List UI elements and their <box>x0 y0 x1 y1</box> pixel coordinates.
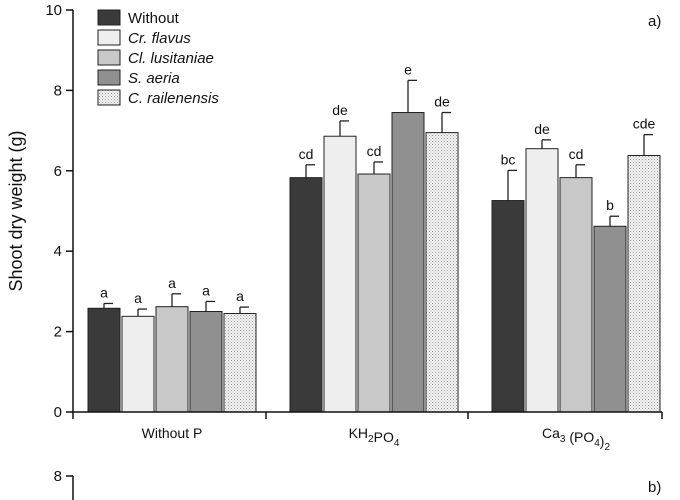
significance-label-1-1: de <box>332 102 348 118</box>
significance-label-2-4: cde <box>633 116 656 132</box>
legend: Without Cr. flavus Cl. lusitaniae S. aeria C… <box>97 9 219 107</box>
legend-swatch-1 <box>97 29 121 46</box>
significance-label-0-0: a <box>100 284 108 300</box>
category-label-0: Without P <box>142 425 203 441</box>
significance-label-2-1: de <box>534 121 550 137</box>
y-tick-label-0: 0 <box>54 404 62 421</box>
y-tick-label-1: 2 <box>54 324 62 341</box>
legend-label-4: C. railenensis <box>128 90 219 107</box>
bar-1-3 <box>391 112 425 413</box>
significance-label-0-1: a <box>134 290 142 306</box>
significance-label-1-2: cd <box>367 143 382 159</box>
legend-swatch-2 <box>97 49 121 66</box>
bar-2-3 <box>593 225 627 413</box>
significance-label-2-3: b <box>606 197 614 213</box>
bar-1-4 <box>425 132 459 413</box>
bar-0-3 <box>189 311 223 413</box>
axes-layer: 0 2 4 6 8 10 Without P KH2PO4 Ca3 (PO4)2 8 <box>45 2 663 500</box>
bar-1-1 <box>323 135 357 413</box>
legend-swatch-3 <box>97 69 121 86</box>
significance-label-1-3: e <box>404 61 412 77</box>
bar-2-4 <box>627 155 661 413</box>
significance-label-2-0: bc <box>501 151 516 167</box>
y-tick-label-5: 10 <box>45 2 62 19</box>
bar-0-1 <box>121 315 155 413</box>
bar-0-2 <box>155 306 189 413</box>
bar-2-0 <box>491 200 525 413</box>
significance-label-0-2: a <box>168 275 176 291</box>
bars-layer: a cd bc a de de a cd cd a e b a de cde <box>87 61 661 413</box>
significance-label-0-3: a <box>202 282 210 298</box>
significance-label-1-0: cd <box>299 146 314 162</box>
y-tick-label-3: 6 <box>54 163 62 180</box>
category-label-2: Ca3 (PO4)2 <box>542 425 610 453</box>
significance-label-0-4: a <box>236 288 244 304</box>
y-tick-label-4: 8 <box>54 82 62 99</box>
panel-a-label: a) <box>648 13 661 30</box>
bar-1-2 <box>357 173 391 413</box>
bar-1-0 <box>289 177 323 413</box>
legend-swatch-4 <box>97 89 121 106</box>
bar-2-1 <box>525 148 559 413</box>
legend-swatch-0 <box>97 9 121 26</box>
significance-label-2-2: cd <box>569 146 584 162</box>
category-label-1: KH2PO4 <box>349 425 400 449</box>
legend-label-3: S. aeria <box>128 70 180 87</box>
panel-b-y-tick-label-0: 8 <box>54 468 62 485</box>
legend-label-2: Cl. lusitaniae <box>128 50 214 67</box>
bar-0-0 <box>87 307 121 413</box>
bar-2-2 <box>559 177 593 413</box>
bar-0-4 <box>223 313 257 413</box>
legend-label-1: Cr. flavus <box>128 30 191 47</box>
y-axis-title: Shoot dry weight (g) <box>6 130 26 291</box>
legend-label-0: Without <box>128 10 180 27</box>
significance-label-1-4: de <box>434 94 450 110</box>
y-tick-label-2: 4 <box>54 243 62 260</box>
panel-b-label: b) <box>648 479 661 496</box>
